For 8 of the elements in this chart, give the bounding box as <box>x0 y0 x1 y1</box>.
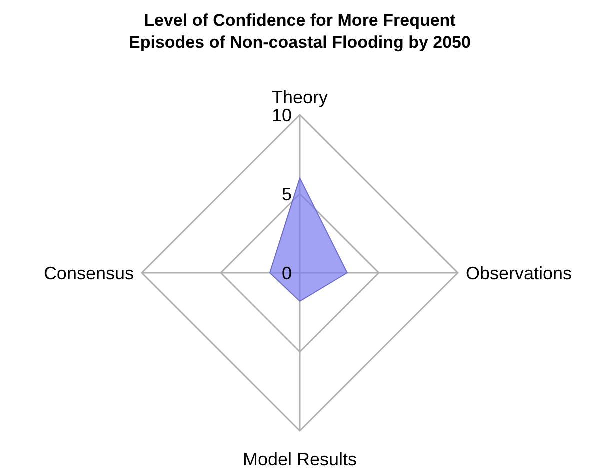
spoke-label: Observations <box>466 263 572 284</box>
spoke-label: Consensus <box>44 263 134 284</box>
chart-title: Level of Confidence for More Frequent Episodes of Non-coastal Flooding by 2050 <box>129 11 471 52</box>
y-tick-label: 5 <box>282 184 292 204</box>
spoke-label: Theory <box>272 87 328 108</box>
spoke-label: Model Results <box>242 449 358 470</box>
y-tick-label: 0 <box>282 263 292 284</box>
y-tick-label: 10 <box>272 105 292 126</box>
